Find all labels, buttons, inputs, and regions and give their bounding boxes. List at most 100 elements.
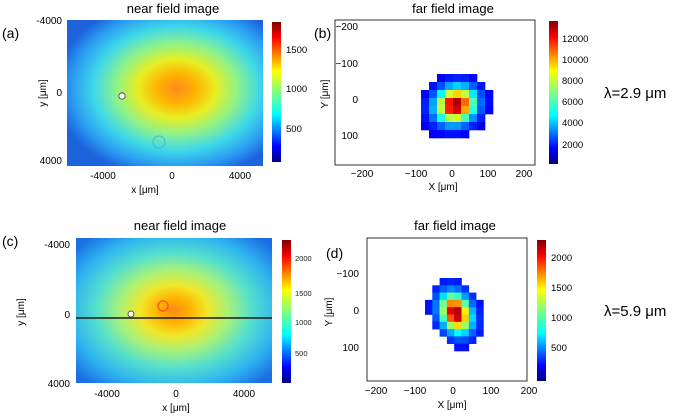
far-cb-tick-b-4: 6000 [562,97,583,108]
far-field-pixel [453,82,462,91]
far-field-pixel [461,299,470,308]
far-field-pixel [439,278,448,286]
panel-b-far-field: (b) far field image −200 −100 0 100 200 … [314,1,588,193]
far-field-pixel [468,314,477,323]
far-field-pixel [461,106,470,115]
near-cb-tick-c-1: 2000 [295,254,312,263]
far-field-pixel [454,299,462,308]
far-field-map-b [421,74,494,139]
far-field-pixel [437,122,446,131]
far-field-pixel [454,278,462,286]
far-field-pixel [429,90,438,99]
far-field-pixel [437,106,446,115]
far-field-pixel [446,307,455,315]
far-field-pixel [476,307,484,315]
far-field-pixel [429,130,438,139]
far-field-pixel [454,329,462,337]
far-field-pixel [461,130,470,139]
far-field-title-b: far field image [412,1,494,16]
near-x-tick-a-2: 0 [169,171,175,182]
ring-artifact-c [157,300,169,312]
far-x-tick-b-1: −200 [351,169,374,180]
far-field-pixel [469,90,478,99]
far-x-tick-d-1: −200 [365,386,388,397]
far-field-pixel [453,130,462,139]
far-field-pixel [485,98,494,107]
far-field-pixel [468,321,477,330]
far-field-pixel [429,98,438,107]
far-field-pixel [432,285,440,293]
far-field-pixel [453,122,462,131]
far-x-label-b: X [μm] [428,182,457,193]
far-field-pixel [446,285,455,293]
far-field-pixel [469,106,478,115]
far-field-pixel [477,122,486,131]
far-field-pixel [439,299,448,308]
near-y-tick-a-3: 4000 [40,156,63,167]
dust-spot-a [118,92,126,100]
far-field-pixel [461,114,470,123]
far-y-tick-b-1: −200 [335,22,358,33]
far-field-pixel [446,292,455,301]
far-field-pixel [477,98,486,107]
far-field-pixel [476,299,484,308]
far-y-tick-b-2: −100 [335,59,358,70]
near-x-label-c: x [μm] [162,403,190,414]
near-cb-tick-c-4: 500 [295,349,308,358]
far-field-pixel [477,90,486,99]
far-field-pixel [461,98,470,107]
far-field-pixel [439,307,448,315]
far-field-pixel [446,321,455,330]
far-field-pixel [469,98,478,107]
far-field-pixel [421,90,430,99]
far-field-pixel [485,106,494,115]
far-field-pixel [445,74,454,83]
far-field-pixel [425,307,433,315]
far-field-pixel [425,299,433,308]
far-y-tick-d-1: −100 [336,269,359,280]
far-cb-tick-d-4: 500 [551,343,567,354]
far-colorbar-d [537,240,546,381]
far-field-pixel [429,114,438,123]
near-cb-tick-c-2: 1500 [295,289,312,298]
far-y-label-d: Y [μm] [324,297,335,326]
far-field-pixel [445,82,454,91]
far-cb-tick-b-6: 2000 [562,140,583,151]
far-field-pixel [454,292,462,301]
near-field-title-a: near field image [127,1,220,16]
panel-d-far-field: (d) far field image −200 −100 0 100 200 … [324,218,572,411]
far-field-pixel [468,299,477,308]
far-x-tick-b-4: 100 [480,169,497,180]
far-x-tick-d-4: 100 [483,386,500,397]
far-field-pixel [461,82,470,91]
far-field-pixel [432,292,440,301]
far-colorbar-b [549,21,558,164]
far-field-pixel [453,106,462,115]
far-field-pixel [454,321,462,330]
panel-label-b: (b) [314,25,331,41]
ring-artifact-a [152,135,166,149]
near-y-label-a: y [μm] [38,79,49,107]
near-x-tick-a-1: -4000 [90,171,116,182]
far-field-pixel [477,114,486,123]
far-field-pixel [461,122,470,131]
far-x-tick-d-2: −100 [404,386,427,397]
far-field-pixel [454,285,462,293]
far-field-pixel [468,292,477,301]
far-field-pixel [461,314,470,323]
far-cb-tick-b-5: 4000 [562,118,583,129]
far-x-tick-b-5: 200 [516,169,533,180]
far-field-pixel [468,329,477,337]
near-x-tick-a-3: 4000 [229,171,252,182]
far-field-pixel [445,122,454,131]
far-cb-tick-d-3: 1000 [551,313,572,324]
far-field-pixel [469,114,478,123]
dust-spot-c [127,310,135,318]
near-cb-tick-a-2: 1000 [286,84,307,95]
near-colorbar-c [282,240,291,383]
far-field-pixel [469,82,478,91]
far-field-pixel [437,74,446,83]
far-cb-tick-d-2: 1500 [551,283,572,294]
far-y-tick-b-3: 0 [352,95,358,106]
